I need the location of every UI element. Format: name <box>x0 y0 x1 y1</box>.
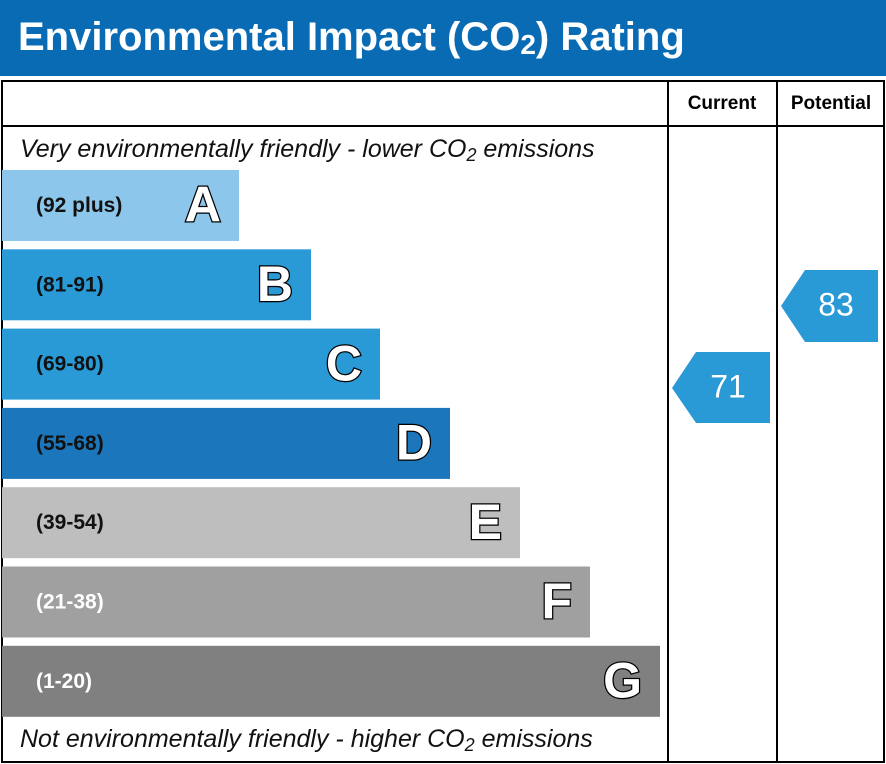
band-bar <box>2 566 590 638</box>
bottom-note: Not environmentally friendly - higher CO… <box>20 725 593 755</box>
title-subscript: 2 <box>520 29 536 60</box>
band-bar <box>2 170 239 241</box>
band-range: (81-91) <box>36 273 104 296</box>
note-subscript: 2 <box>464 735 475 755</box>
title-text: ) Rating <box>536 15 685 59</box>
title-text: Environmental Impact (CO <box>18 15 520 59</box>
potential-rating: 83 <box>818 286 854 322</box>
top-note: Very environmentally friendly - lower CO… <box>20 135 595 165</box>
band-letter: B <box>257 256 293 312</box>
current-arrow <box>672 352 770 423</box>
band-range: (55-68) <box>36 432 104 455</box>
band-range: (21-38) <box>36 591 104 614</box>
band-letter: A <box>185 177 221 233</box>
band-bar <box>2 407 450 479</box>
band-range: (92 plus) <box>36 194 122 217</box>
potential-arrow <box>781 270 878 342</box>
band-range: (1-20) <box>36 670 92 693</box>
band-range: (69-80) <box>36 353 104 376</box>
note-subscript: 2 <box>465 145 476 165</box>
band-letter: G <box>603 653 642 709</box>
band-letter: D <box>396 415 432 471</box>
band-bar <box>2 249 311 321</box>
band-letter: C <box>326 335 362 391</box>
band-range: (39-54) <box>36 511 104 534</box>
note-text: Very environmentally friendly - lower CO <box>20 135 466 163</box>
current-rating: 71 <box>710 368 746 404</box>
column-header: Current <box>688 93 757 114</box>
band-bar <box>2 645 660 717</box>
band-bar <box>2 487 520 559</box>
bands: (92 plus) A (81-91) B (69-80) C (55-68) D (39-54… <box>2 170 660 717</box>
band-letter: E <box>469 494 502 550</box>
note-text: emissions <box>475 725 593 753</box>
title-bar <box>0 0 886 76</box>
title: Environmental Impact (CO2) Rating <box>18 15 685 61</box>
note-text: Not environmentally friendly - higher CO <box>20 725 465 753</box>
band-bar <box>2 328 380 400</box>
column-header: Potential <box>791 93 871 114</box>
note-text: emissions <box>476 135 594 163</box>
band-letter: F <box>541 573 572 629</box>
